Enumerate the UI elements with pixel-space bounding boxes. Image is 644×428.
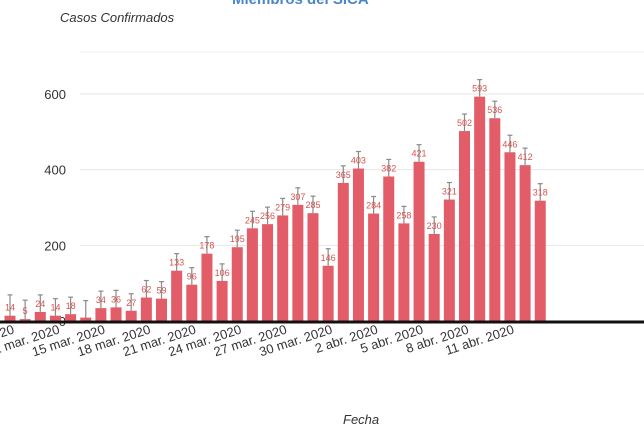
bar[interactable] (201, 253, 213, 321)
bar[interactable] (322, 265, 334, 321)
bar-value-label: 593 (472, 84, 487, 94)
bar-value-label: 502 (457, 118, 472, 128)
bar[interactable] (110, 307, 122, 321)
bar[interactable] (383, 176, 395, 321)
bar-value-label: 446 (502, 139, 517, 149)
bar-value-label: 318 (533, 188, 548, 198)
y-tick-label: 600 (44, 87, 66, 102)
bar-value-label: 106 (215, 268, 230, 278)
bar-value-label: 36 (111, 294, 121, 304)
bar-value-label: 258 (396, 210, 411, 220)
y-tick-label: 400 (44, 163, 66, 178)
y-tick-label: 200 (44, 238, 66, 253)
bar[interactable] (413, 161, 425, 321)
bar-value-label: 245 (245, 215, 260, 225)
bar[interactable] (459, 131, 470, 321)
bar[interactable] (534, 200, 546, 321)
bar-value-label: 59 (156, 286, 166, 296)
bar[interactable] (428, 233, 440, 321)
bar-value-label: 27 (126, 298, 136, 308)
bar-value-label: 146 (321, 253, 336, 263)
bar-value-label: 256 (260, 211, 275, 221)
bar[interactable] (65, 314, 77, 321)
y-axis-title: Casos Confirmados (60, 10, 175, 25)
bar[interactable] (292, 204, 304, 321)
bar-value-label: 14 (50, 303, 60, 313)
bar[interactable] (34, 311, 46, 321)
chart-title: Miembros del SICA (232, 0, 369, 8)
bar[interactable] (186, 284, 198, 321)
bar-value-label: 321 (442, 187, 457, 197)
bar[interactable] (277, 215, 289, 321)
bar[interactable] (4, 315, 16, 321)
bar[interactable] (231, 247, 243, 321)
bar[interactable] (125, 310, 137, 321)
bar-value-label: 96 (187, 272, 197, 282)
bar-value-label: 195 (230, 234, 245, 244)
bar-value-label: 24 (35, 299, 45, 309)
bar-value-label: 403 (351, 156, 366, 166)
bar[interactable] (262, 224, 274, 321)
bar[interactable] (307, 213, 319, 321)
bar-value-label: 285 (305, 200, 320, 210)
bar[interactable] (140, 297, 152, 321)
bar-value-label: 5 (23, 306, 28, 316)
bar[interactable] (352, 168, 364, 321)
x-axis-title: Fecha (343, 412, 380, 427)
bar-value-label: 307 (290, 192, 305, 202)
bar[interactable] (443, 199, 455, 321)
bar-value-label: 133 (169, 258, 184, 268)
bar-value-label: 412 (518, 152, 533, 162)
bar[interactable] (216, 280, 228, 321)
bar[interactable] (171, 270, 183, 321)
bar-value-label: 279 (275, 202, 290, 212)
bar[interactable] (95, 308, 107, 321)
bar[interactable] (337, 182, 349, 321)
bar-value-label: 421 (412, 149, 427, 159)
bar[interactable] (156, 298, 167, 321)
bar-value-label: 230 (427, 221, 442, 231)
bar[interactable] (474, 96, 486, 321)
bar-value-label: 536 (487, 105, 502, 115)
bar-value-label: 62 (141, 285, 151, 295)
bar[interactable] (519, 165, 531, 321)
bar-value-label: 382 (381, 163, 396, 173)
bar-value-label: 18 (66, 301, 76, 311)
bar-value-label: 365 (336, 170, 351, 180)
bar[interactable] (368, 213, 380, 321)
bar[interactable] (504, 152, 516, 321)
bar-value-label: 284 (366, 201, 381, 211)
bar[interactable] (398, 223, 410, 321)
bar[interactable] (246, 228, 258, 321)
bar-value-label: 34 (96, 295, 106, 305)
bar-value-label: 178 (199, 241, 214, 251)
bar[interactable] (80, 317, 92, 321)
bar-value-label: 14 (5, 303, 15, 313)
bar[interactable] (19, 319, 31, 321)
bar[interactable] (489, 118, 501, 321)
bar[interactable] (49, 315, 61, 321)
